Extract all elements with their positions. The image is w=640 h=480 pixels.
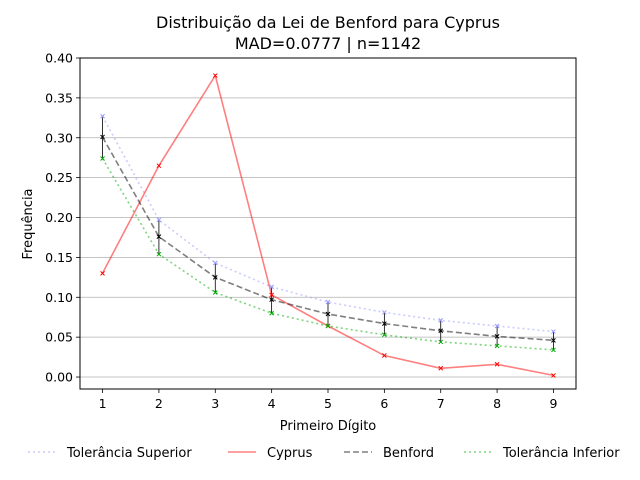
x-tick-label: 4 [268, 396, 276, 411]
x-tick-label: 3 [211, 396, 219, 411]
x-tick-label: 8 [493, 396, 501, 411]
data-point-marker [269, 297, 274, 303]
y-tick-label: 0.10 [45, 290, 73, 305]
plot-frame [79, 57, 577, 390]
series-line [101, 73, 554, 377]
data-point-marker [156, 234, 162, 240]
y-tick-label: 0.15 [45, 250, 73, 265]
data-point-marker [269, 284, 274, 290]
data-point-marker [156, 217, 162, 223]
plot-area [100, 73, 556, 378]
legend-label: Tolerância Inferior [502, 446, 620, 461]
y-tick-label: 0.20 [45, 210, 73, 225]
y-tick-label: 0.05 [45, 330, 73, 345]
x-tick-label: 6 [380, 396, 388, 411]
data-point-marker [212, 260, 218, 266]
x-tick-label: 7 [437, 396, 445, 411]
data-point-marker [212, 274, 218, 280]
data-point-marker [494, 334, 500, 339]
data-point-marker [325, 323, 331, 329]
data-point-marker [100, 134, 105, 140]
data-point-marker [100, 270, 105, 276]
data-point-marker [438, 339, 444, 345]
data-point-marker [551, 373, 556, 378]
data-point-marker [438, 328, 444, 334]
legend: Tolerância Superior Cyprus Benford Tolerânc… [28, 446, 620, 461]
data-point-marker [100, 113, 105, 119]
data-point-marker [382, 353, 387, 358]
data-point-marker [551, 347, 556, 353]
data-point-marker [551, 329, 556, 334]
x-tick-label: 2 [155, 396, 163, 411]
x-tick-label: 9 [549, 396, 557, 411]
x-tick-label: 1 [99, 396, 107, 411]
y-tick-label: 0.30 [45, 130, 73, 145]
x-axis-label: Primeiro Dígito [280, 419, 377, 434]
y-tick-label: 0.00 [45, 370, 73, 385]
data-point-marker [382, 332, 387, 338]
data-point-marker [438, 318, 444, 323]
chart-subtitle: MAD=0.0777 | n=1142 [235, 34, 421, 53]
x-axis-ticks: 1 2 3 4 5 6 7 8 9 [99, 389, 557, 411]
data-point-marker [156, 163, 162, 169]
y-tick-label: 0.35 [45, 90, 73, 105]
data-point-marker [438, 365, 444, 371]
data-point-marker [212, 73, 218, 78]
data-point-marker [382, 321, 387, 326]
data-point-marker [269, 310, 274, 316]
data-point-marker [494, 323, 500, 329]
data-point-marker [325, 311, 331, 317]
data-point-marker [325, 299, 331, 305]
data-point-marker [494, 361, 500, 367]
legend-label: Benford [383, 446, 434, 461]
data-point-marker [382, 310, 387, 315]
y-tick-label: 0.40 [45, 51, 73, 66]
y-axis-label: Frequência [21, 188, 36, 259]
data-point-marker [269, 292, 274, 298]
grid-lines [80, 57, 576, 378]
series-line [101, 115, 554, 333]
data-point-marker [551, 337, 556, 343]
x-tick-label: 5 [324, 396, 332, 411]
data-point-marker [100, 156, 105, 161]
data-point-marker [212, 290, 218, 295]
y-axis-ticks: 0.00 0.05 0.10 0.15 0.20 0.25 0.30 0.35 0.40 [45, 51, 80, 385]
data-point-marker [156, 251, 162, 257]
legend-label: Cyprus [267, 446, 313, 461]
legend-label: Tolerância Superior [66, 446, 192, 461]
chart-title: Distribuição da Lei de Benford para Cypr… [156, 13, 500, 32]
data-point-marker [494, 343, 500, 349]
y-tick-label: 0.25 [45, 170, 73, 185]
